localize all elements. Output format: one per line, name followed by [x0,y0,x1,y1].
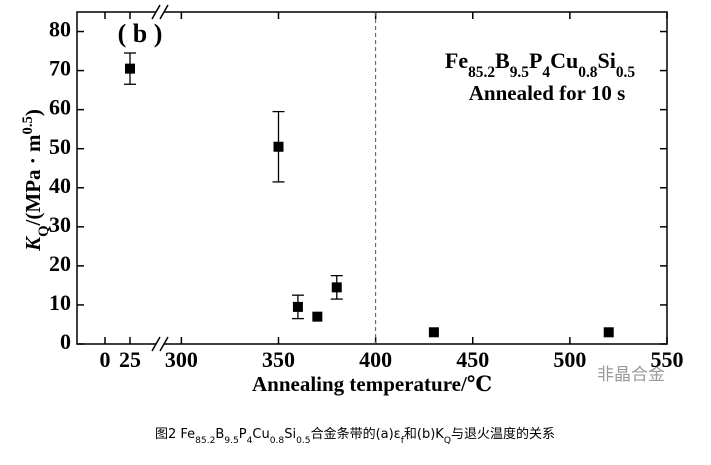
x-axis-title: Annealing temperature/℃ [252,372,492,396]
data-point [125,63,135,74]
text-part: Fe [445,48,468,73]
text-part: 合金条带的(a)ε [311,426,401,442]
axis-break [151,336,161,352]
axis-break [159,4,169,20]
text-part: 与退火温度的关系 [451,426,555,442]
text-part: Q [36,225,52,236]
text-part: 0.5 [616,64,636,81]
y-tick-label: 70 [49,56,71,81]
text-part: B [495,48,510,73]
text-part: K [21,235,45,252]
text-part: 0.5 [20,116,36,134]
data-point [603,327,614,338]
x-tick-label: 300 [165,347,198,372]
text-part: 图2 Fe [155,427,195,442]
text-part: 85.2 [195,436,215,446]
panel-label: ( b ) [118,19,163,48]
x-tick-label: 550 [651,347,684,372]
text-part: P [239,427,247,442]
annotation-text: Annealed for 10 s [469,81,626,105]
data-point [273,141,284,152]
text-part: Cu [550,48,578,73]
y-tick-label: 50 [49,134,71,159]
text-part: /(MPa · m [21,134,45,226]
text-part: 0.8 [270,436,285,446]
x-tick-label: 400 [359,347,392,372]
text-part: Si [598,48,616,73]
text-part: 0.8 [578,64,598,81]
x-tick-label: 450 [456,347,489,372]
watermark: 非晶合金 [597,365,665,385]
text-part: P [529,48,542,73]
data-point [331,282,342,293]
y-tick-label: 20 [49,251,71,276]
axis-break-gap [156,341,164,347]
text-part: 4 [247,436,253,446]
text-part: f [401,436,405,446]
text-part: B [215,427,224,442]
plot-frame [76,11,668,345]
data-point [428,327,439,338]
axis-break-gap [156,9,164,15]
text-part: 0.5 [296,436,310,446]
y-tick-label: 0 [60,329,71,354]
y-tick-label: 80 [49,17,71,42]
text-part: 4 [542,64,550,81]
annotation-formula: Fe85.2B9.5P4Cu0.8Si0.5 [445,48,636,81]
y-tick-label: 60 [49,95,71,120]
y-tick-label: 10 [49,290,71,315]
text-part: 9.5 [224,436,238,446]
y-axis-title: KQ/(MPa · m0.5) [20,109,52,252]
y-tick-label: 40 [49,173,71,198]
text-part: Cu [252,427,269,442]
axis-break [151,4,161,20]
x-tick-label: 350 [262,347,295,372]
text-part: Q [444,436,451,446]
y-tick-label: 30 [49,212,71,237]
x-tick-label: 500 [553,347,586,372]
text-part: 9.5 [510,64,530,81]
axis-break [159,336,169,352]
text-part: 和(b)K [404,427,444,442]
caption: 图2 Fe85.2B9.5P4Cu0.8Si0.5合金条带的(a)εf和(b)K… [155,426,555,446]
data-point [292,301,303,312]
text-part: ) [21,109,45,116]
x-tick-label: 25 [119,347,141,372]
x-tick-label: 0 [100,347,111,372]
text-part: Si [284,427,296,442]
data-point [312,311,323,322]
text-part: 85.2 [468,64,495,81]
